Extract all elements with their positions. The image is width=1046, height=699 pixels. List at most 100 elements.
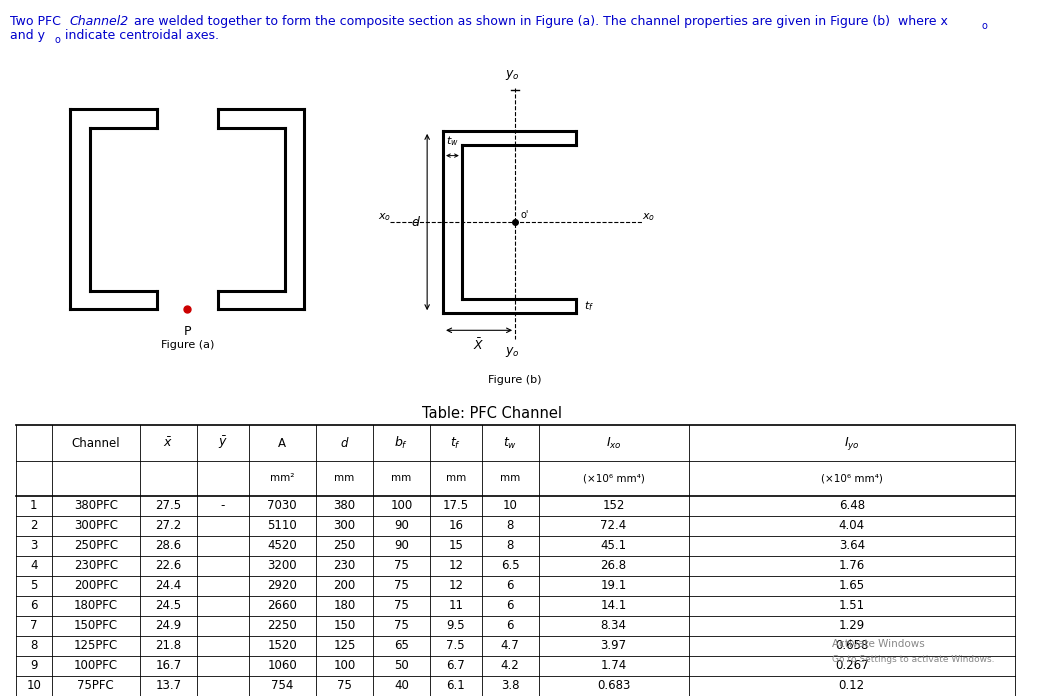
- Text: 230PFC: 230PFC: [74, 559, 118, 572]
- Text: 2: 2: [30, 519, 38, 533]
- Text: 125PFC: 125PFC: [73, 639, 118, 652]
- Text: Channel: Channel: [71, 437, 120, 449]
- Text: 3.64: 3.64: [839, 540, 865, 552]
- Text: 1.29: 1.29: [839, 619, 865, 632]
- Text: 72.4: 72.4: [600, 519, 627, 533]
- Text: indicate centroidal axes.: indicate centroidal axes.: [61, 29, 219, 43]
- Text: 180PFC: 180PFC: [74, 599, 118, 612]
- Text: 6: 6: [30, 599, 38, 612]
- Text: 7.5: 7.5: [447, 639, 465, 652]
- Text: mm: mm: [446, 473, 465, 483]
- Text: 6: 6: [506, 579, 514, 592]
- Text: 7030: 7030: [268, 499, 297, 512]
- Text: o: o: [54, 35, 61, 45]
- Text: 0.12: 0.12: [839, 679, 865, 692]
- Text: 1.65: 1.65: [839, 579, 865, 592]
- Text: 8: 8: [506, 519, 514, 533]
- Text: 9.5: 9.5: [447, 619, 465, 632]
- Text: 65: 65: [394, 639, 409, 652]
- Text: $t_f$: $t_f$: [450, 435, 461, 451]
- Text: 1.76: 1.76: [839, 559, 865, 572]
- Text: $\bar{X}$: $\bar{X}$: [474, 338, 484, 353]
- Text: 16.7: 16.7: [155, 659, 181, 672]
- Text: 1.74: 1.74: [600, 659, 627, 672]
- Text: 19.1: 19.1: [600, 579, 627, 592]
- Text: 22.6: 22.6: [155, 559, 181, 572]
- Text: Two PFC: Two PFC: [10, 15, 65, 29]
- Text: 6: 6: [506, 599, 514, 612]
- Text: 27.5: 27.5: [155, 499, 181, 512]
- Text: 3.8: 3.8: [501, 679, 519, 692]
- Text: 380: 380: [334, 499, 356, 512]
- Text: 2250: 2250: [268, 619, 297, 632]
- Text: A: A: [278, 437, 287, 449]
- Text: mm²: mm²: [270, 473, 294, 483]
- Text: 1: 1: [30, 499, 38, 512]
- Text: 3: 3: [30, 540, 38, 552]
- Text: 15: 15: [449, 540, 463, 552]
- Text: 5110: 5110: [268, 519, 297, 533]
- Text: 1520: 1520: [268, 639, 297, 652]
- Text: 14.1: 14.1: [600, 599, 627, 612]
- Text: d: d: [341, 437, 348, 449]
- Text: 6.5: 6.5: [501, 559, 520, 572]
- Text: 2660: 2660: [268, 599, 297, 612]
- Text: 75: 75: [394, 619, 409, 632]
- Text: -: -: [221, 499, 225, 512]
- Text: $y_o$: $y_o$: [505, 345, 520, 359]
- Text: 6.48: 6.48: [839, 499, 865, 512]
- Text: $y_o$: $y_o$: [505, 68, 520, 82]
- Text: 4.2: 4.2: [501, 659, 520, 672]
- Text: $I_{yo}$: $I_{yo}$: [844, 435, 860, 452]
- Text: $t_w$: $t_w$: [446, 134, 459, 148]
- Text: 75: 75: [394, 579, 409, 592]
- Text: 3200: 3200: [268, 559, 297, 572]
- Text: 17.5: 17.5: [442, 499, 469, 512]
- Text: 250PFC: 250PFC: [74, 540, 118, 552]
- Text: $I_{xo}$: $I_{xo}$: [606, 435, 621, 451]
- Text: (×10⁶ mm⁴): (×10⁶ mm⁴): [583, 473, 644, 483]
- Text: and y: and y: [10, 29, 45, 43]
- Text: 26.8: 26.8: [600, 559, 627, 572]
- Text: (×10⁶ mm⁴): (×10⁶ mm⁴): [821, 473, 883, 483]
- Text: mm: mm: [500, 473, 520, 483]
- Text: 5: 5: [30, 579, 38, 592]
- Text: 150: 150: [334, 619, 356, 632]
- Text: 27.2: 27.2: [155, 519, 181, 533]
- Text: 8: 8: [506, 540, 514, 552]
- Text: 754: 754: [271, 679, 294, 692]
- Text: 75: 75: [337, 679, 351, 692]
- Text: mm: mm: [335, 473, 355, 483]
- Text: 50: 50: [394, 659, 409, 672]
- Text: 75: 75: [394, 599, 409, 612]
- Text: $\bar{x}$: $\bar{x}$: [163, 436, 174, 449]
- Text: 1.51: 1.51: [839, 599, 865, 612]
- Text: $t_w$: $t_w$: [503, 435, 517, 451]
- Text: 1060: 1060: [268, 659, 297, 672]
- Text: 150PFC: 150PFC: [74, 619, 118, 632]
- Text: 230: 230: [334, 559, 356, 572]
- Text: Channel2: Channel2: [69, 15, 129, 29]
- Text: 21.8: 21.8: [155, 639, 181, 652]
- Text: 12: 12: [448, 559, 463, 572]
- Text: 45.1: 45.1: [600, 540, 627, 552]
- Text: $x_o$: $x_o$: [641, 211, 655, 222]
- Text: 0.267: 0.267: [835, 659, 868, 672]
- Text: 12: 12: [448, 579, 463, 592]
- Text: 0.683: 0.683: [597, 679, 631, 692]
- Text: 90: 90: [394, 519, 409, 533]
- Text: $t_f$: $t_f$: [585, 299, 594, 313]
- Text: 8.34: 8.34: [600, 619, 627, 632]
- Text: P: P: [184, 326, 191, 338]
- Text: $\bar{y}$: $\bar{y}$: [218, 435, 228, 452]
- Text: 24.5: 24.5: [155, 599, 181, 612]
- Text: 6.1: 6.1: [447, 679, 465, 692]
- Text: 300PFC: 300PFC: [74, 519, 118, 533]
- Text: 6.7: 6.7: [447, 659, 465, 672]
- Text: 180: 180: [334, 599, 356, 612]
- Text: o: o: [981, 21, 987, 31]
- Text: 4: 4: [30, 559, 38, 572]
- Text: 40: 40: [394, 679, 409, 692]
- Text: 4.7: 4.7: [501, 639, 520, 652]
- Text: d: d: [411, 215, 419, 229]
